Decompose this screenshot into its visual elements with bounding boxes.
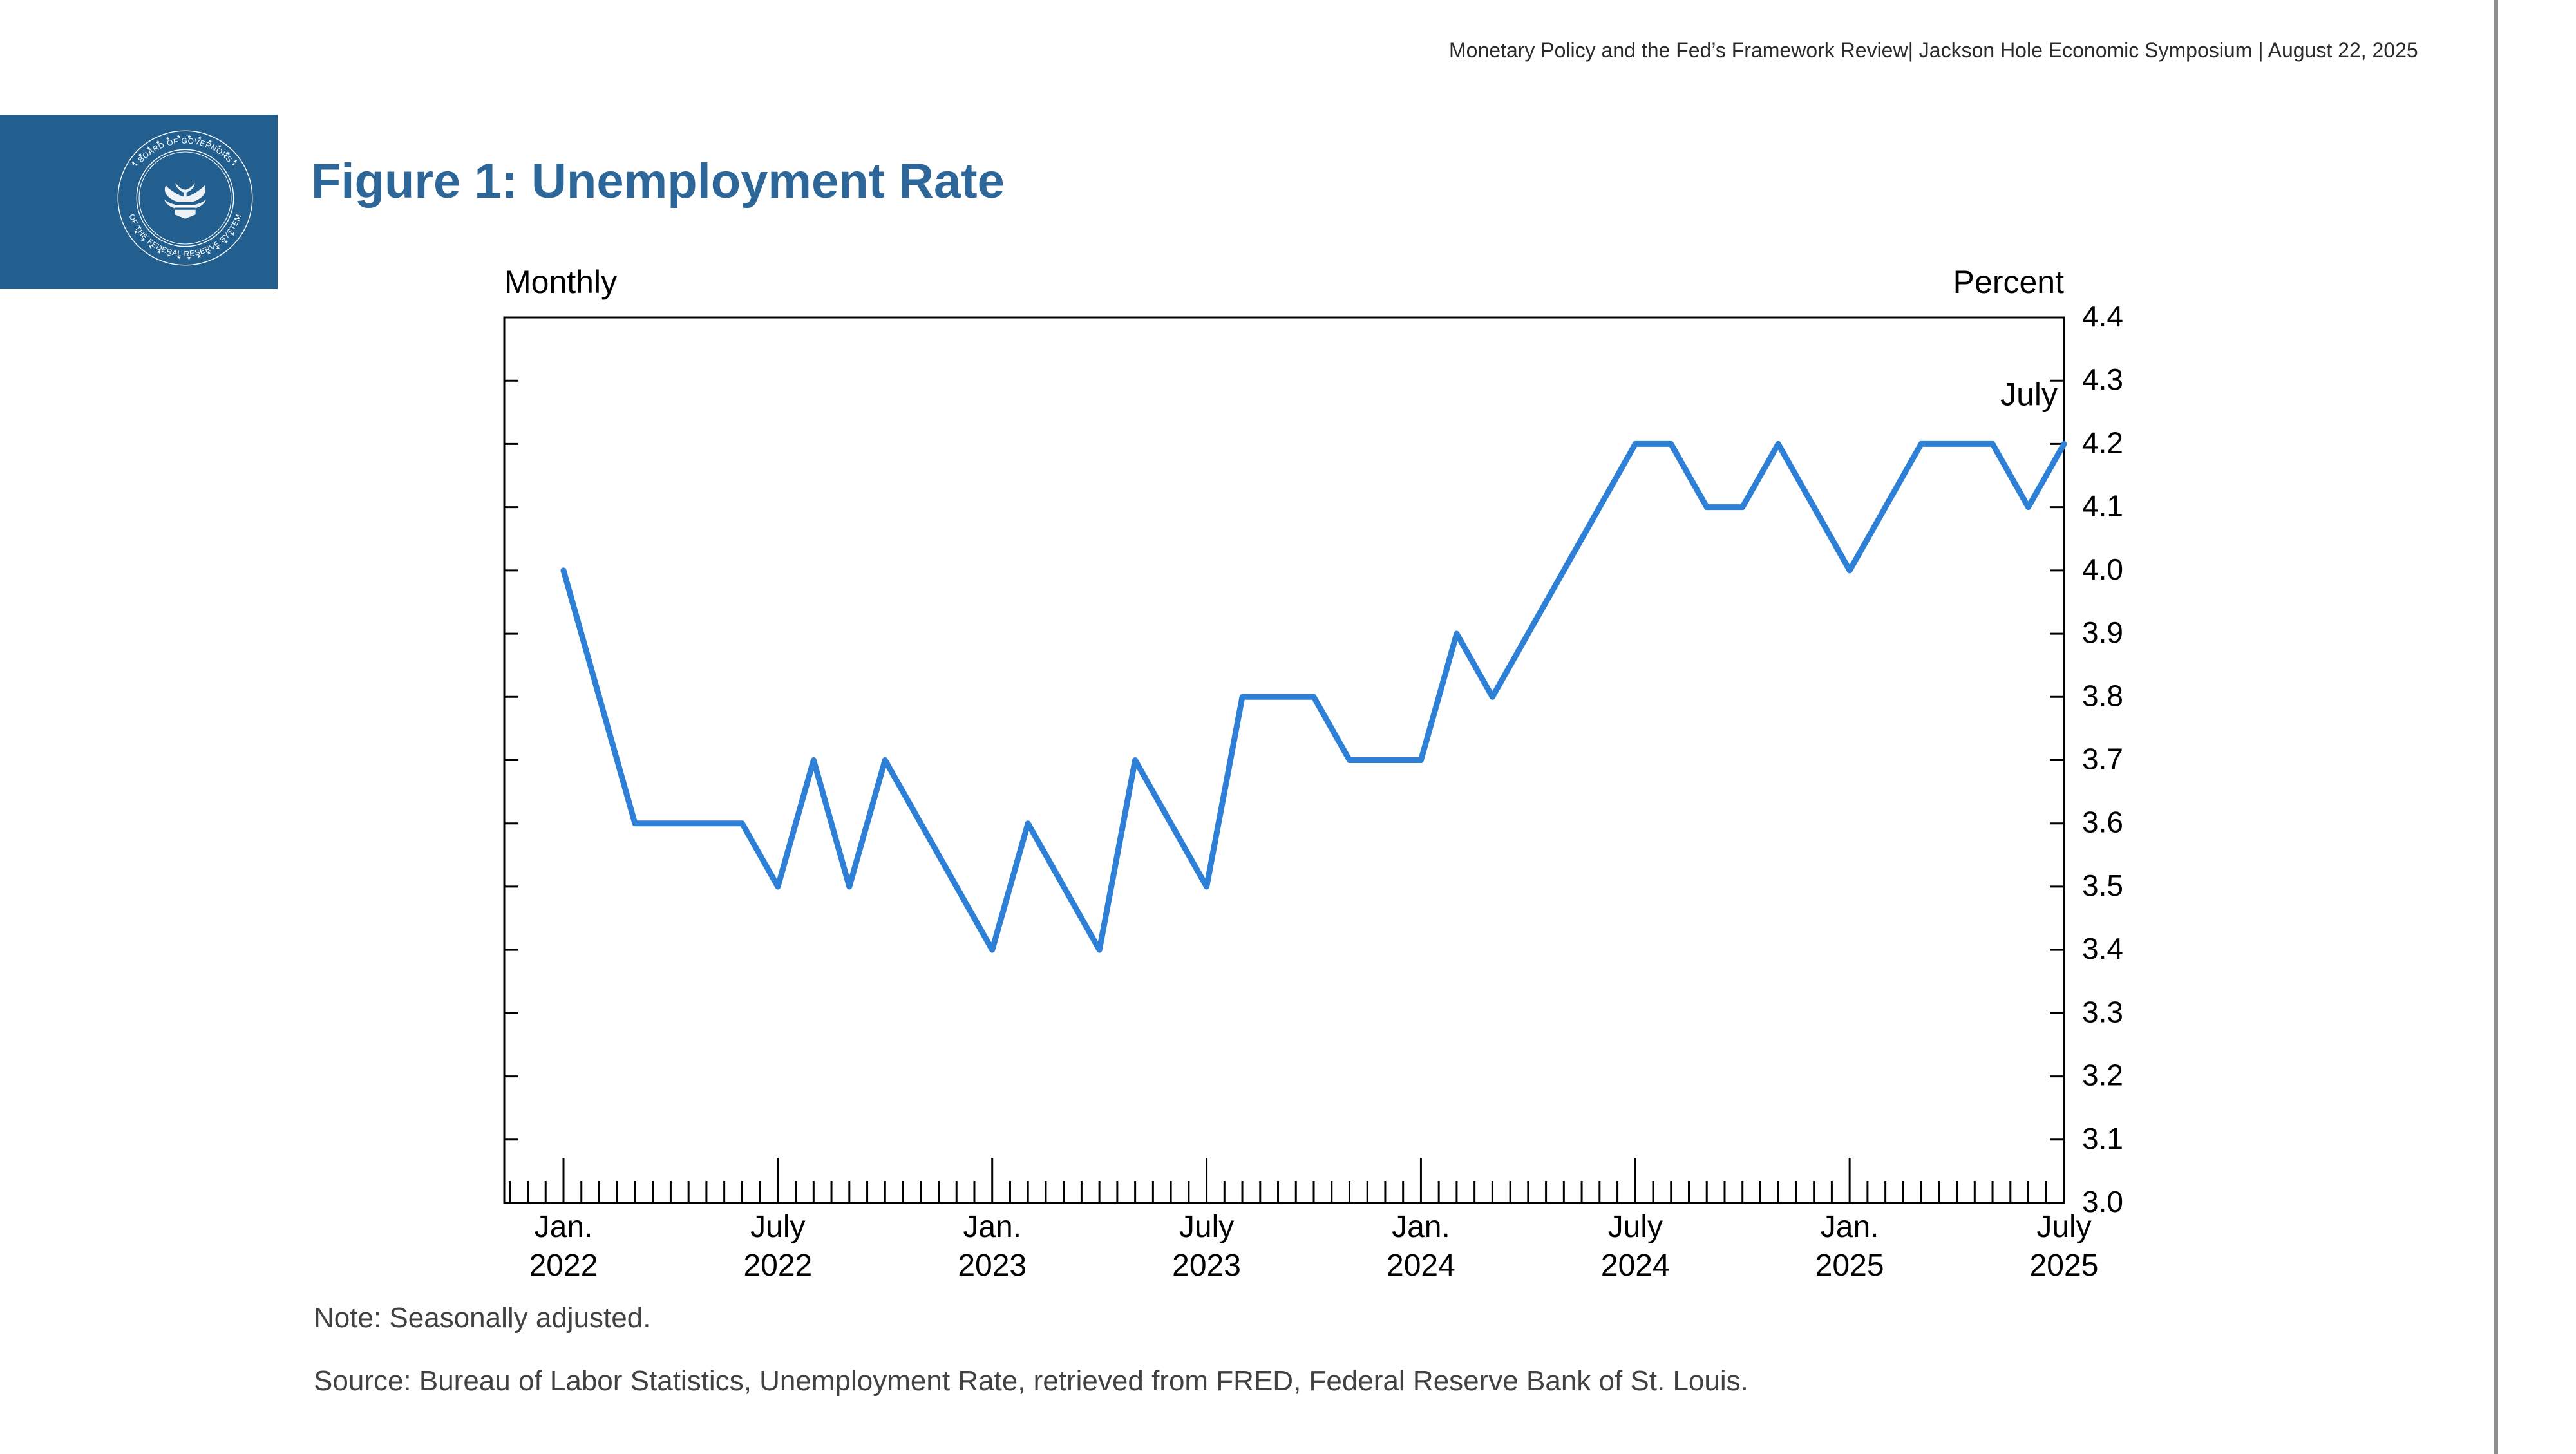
svg-text:Monthly: Monthly xyxy=(504,264,617,300)
svg-text:3.5: 3.5 xyxy=(2082,869,2123,902)
svg-text:4.0: 4.0 xyxy=(2082,552,2123,586)
svg-text:July: July xyxy=(2036,1210,2091,1244)
svg-text:3.8: 3.8 xyxy=(2082,679,2123,712)
svg-text:2025: 2025 xyxy=(2030,1249,2099,1283)
svg-text:July: July xyxy=(2000,376,2058,412)
svg-text:Jan.: Jan. xyxy=(1821,1210,1879,1244)
svg-text:3.7: 3.7 xyxy=(2082,742,2123,776)
svg-text:3.6: 3.6 xyxy=(2082,806,2123,839)
svg-text:3.3: 3.3 xyxy=(2082,995,2123,1028)
svg-text:Percent: Percent xyxy=(1953,264,2064,300)
svg-text:2024: 2024 xyxy=(1387,1249,1455,1283)
svg-text:2023: 2023 xyxy=(1172,1249,1241,1283)
svg-text:2024: 2024 xyxy=(1601,1249,1670,1283)
svg-text:3.1: 3.1 xyxy=(2082,1122,2123,1155)
svg-text:2022: 2022 xyxy=(529,1249,598,1283)
svg-text:Jan.: Jan. xyxy=(535,1210,593,1244)
svg-text:4.4: 4.4 xyxy=(2082,299,2123,333)
svg-text:Jan.: Jan. xyxy=(1392,1210,1450,1244)
svg-text:2023: 2023 xyxy=(958,1249,1027,1283)
svg-text:2022: 2022 xyxy=(743,1249,812,1283)
svg-text:July: July xyxy=(1608,1210,1663,1244)
svg-text:4.2: 4.2 xyxy=(2082,426,2123,459)
svg-text:2025: 2025 xyxy=(1815,1249,1884,1283)
svg-text:4.1: 4.1 xyxy=(2082,489,2123,523)
svg-text:3.9: 3.9 xyxy=(2082,616,2123,649)
svg-text:4.3: 4.3 xyxy=(2082,363,2123,396)
svg-text:July: July xyxy=(1179,1210,1234,1244)
svg-text:3.4: 3.4 xyxy=(2082,932,2123,965)
svg-text:3.2: 3.2 xyxy=(2082,1059,2123,1092)
svg-text:Jan.: Jan. xyxy=(963,1210,1021,1244)
svg-text:July: July xyxy=(750,1210,805,1244)
